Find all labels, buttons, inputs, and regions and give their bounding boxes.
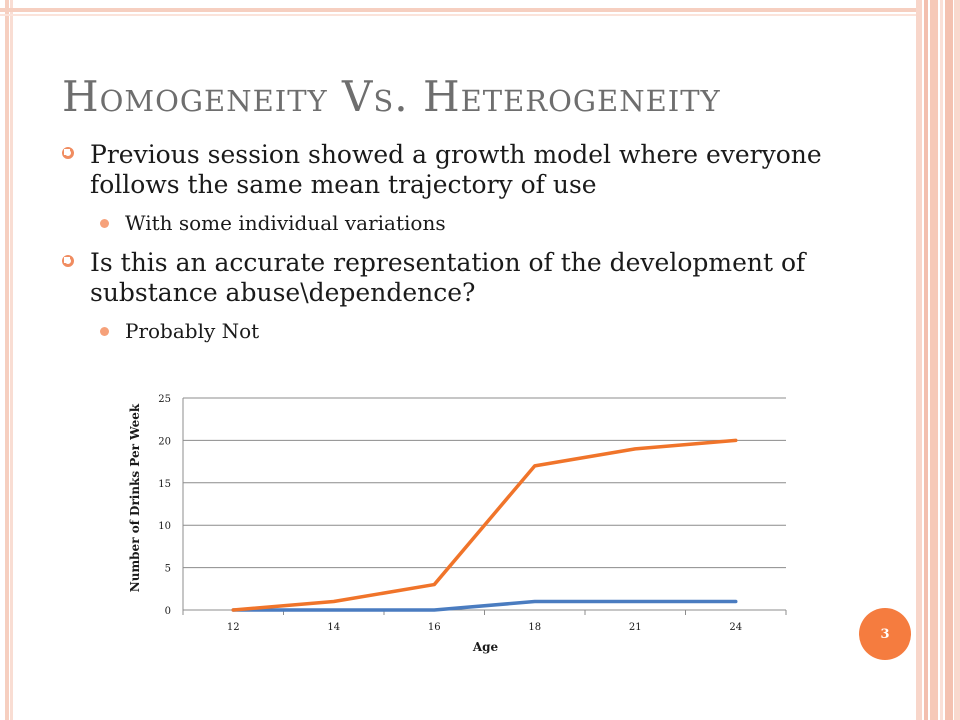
y-tick-label: 20 xyxy=(158,436,171,447)
dot-bullet-icon xyxy=(100,327,109,336)
drinks-line-chart: Number of Drinks Per Week 0 5 10 15 20 25 12 14… xyxy=(128,388,808,658)
x-tick-label: 14 xyxy=(327,622,340,633)
bullet-list: Previous session showed a growth model w… xyxy=(60,140,860,356)
y-tick-label: 0 xyxy=(165,606,171,617)
bullet-item: Previous session showed a growth model w… xyxy=(60,140,860,200)
page-number-badge: 3 xyxy=(859,608,911,660)
x-tick-label: 12 xyxy=(227,622,240,633)
x-tick-label: 24 xyxy=(729,622,742,633)
sub-bullet-text: With some individual variations xyxy=(125,211,446,235)
x-tick-label: 18 xyxy=(528,622,541,633)
x-axis-title: Age xyxy=(472,640,499,654)
y-tick-label: 25 xyxy=(158,394,171,405)
y-tick-label: 10 xyxy=(158,521,171,532)
bullet-item: Is this an accurate representation of th… xyxy=(60,248,860,308)
y-tick-label: 5 xyxy=(165,564,171,575)
bullet-text: Is this an accurate representation of th… xyxy=(90,248,806,307)
ring-bullet-icon xyxy=(62,147,74,159)
series-line xyxy=(231,438,738,612)
slide-title: Homogeneity Vs. Heterogeneity xyxy=(62,72,721,121)
sub-bullet-item: Probably Not xyxy=(60,318,860,344)
dot-bullet-icon xyxy=(100,219,109,228)
y-axis-title: Number of Drinks Per Week xyxy=(128,403,142,593)
y-tick-label: 15 xyxy=(158,479,171,490)
slide-frame-right xyxy=(916,0,960,720)
chart-canvas: 0 5 10 15 20 25 12 14 16 18 21 24 xyxy=(158,394,787,633)
bullet-text: Previous session showed a growth model w… xyxy=(90,140,822,199)
sub-bullet-text: Probably Not xyxy=(125,319,260,343)
x-tick-label: 21 xyxy=(629,622,642,633)
sub-bullet-item: With some individual variations xyxy=(60,210,860,236)
slide-frame-top-inner xyxy=(0,14,920,16)
series-line xyxy=(231,599,738,612)
slide-frame-top xyxy=(0,8,920,12)
ring-bullet-icon xyxy=(62,255,74,267)
x-tick-label: 16 xyxy=(428,622,441,633)
